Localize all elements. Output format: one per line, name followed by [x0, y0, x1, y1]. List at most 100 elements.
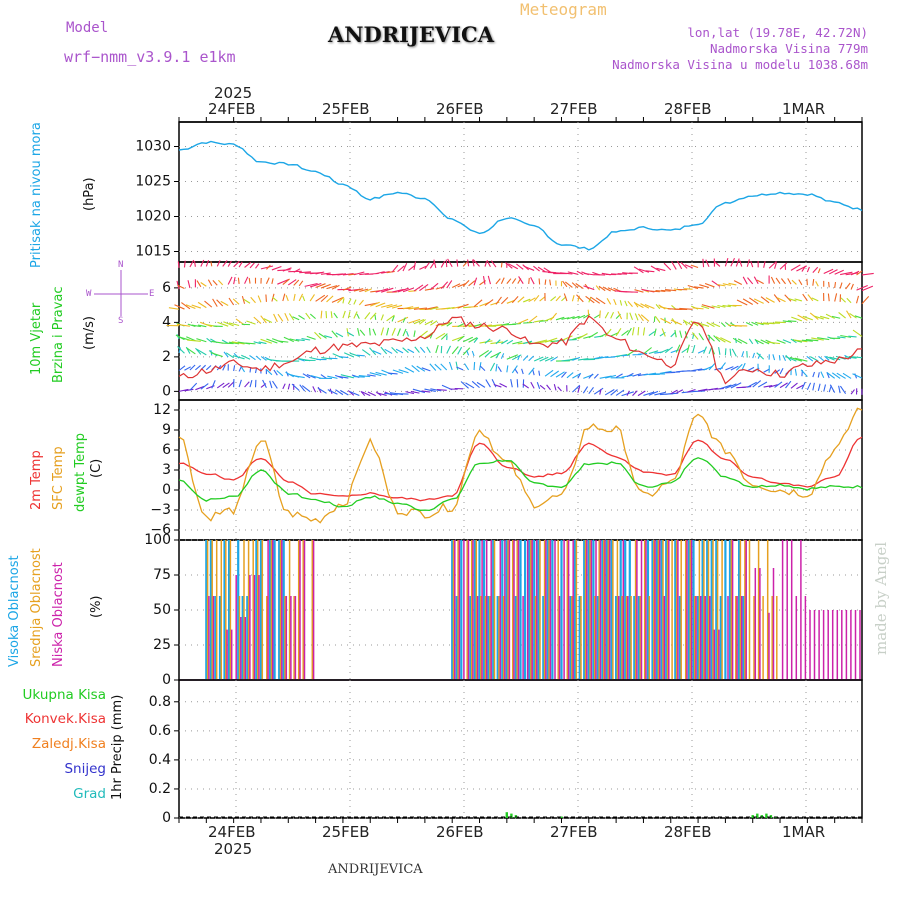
- wind-barb: [655, 289, 666, 293]
- wind-barb: [834, 293, 838, 302]
- wind-barb: [227, 260, 232, 267]
- wind-barb: [760, 339, 770, 345]
- wind-barb: [708, 346, 713, 355]
- precip-tick-label: 0: [162, 810, 171, 826]
- wind-barb: [588, 373, 594, 379]
- wind-barb: [430, 320, 438, 326]
- wind-barb: [249, 262, 255, 269]
- wind-barb: [679, 330, 683, 338]
- wind-barb: [842, 372, 852, 379]
- wind-barb: [839, 385, 847, 394]
- wind-barb: [186, 347, 196, 355]
- wind-barb: [472, 259, 475, 267]
- wind-barb: [262, 379, 267, 388]
- wind-barb: [381, 303, 393, 308]
- wind-barb: [338, 375, 349, 379]
- wind-barb: [375, 271, 385, 275]
- wind-barb: [812, 382, 815, 391]
- wind-barb: [538, 370, 541, 376]
- wind-barb: [463, 323, 474, 328]
- wind-barb: [528, 355, 534, 362]
- wind-barb: [737, 338, 748, 345]
- wind-barb: [575, 283, 584, 290]
- wind-barb: [523, 298, 531, 303]
- wind-barb: [177, 346, 185, 354]
- wind-barb: [711, 280, 721, 287]
- wind-barb: [523, 340, 533, 345]
- wind-barb: [413, 318, 425, 325]
- wind-barb: [512, 340, 523, 345]
- wind-barb: [829, 384, 836, 393]
- wind-barb: [253, 316, 262, 324]
- wind-barb: [212, 298, 218, 307]
- wind-barb: [774, 369, 781, 374]
- wind-barb: [546, 384, 551, 391]
- wind-barb: [812, 266, 819, 273]
- wind-barb: [648, 390, 659, 396]
- wind-barb: [380, 346, 388, 355]
- wind-barb: [751, 321, 759, 326]
- wind-barb: [462, 261, 468, 267]
- wind-barb: [342, 310, 346, 319]
- wind-barb: [397, 328, 401, 336]
- year-label-bottom: 2025: [214, 840, 253, 858]
- wind-barb: [747, 366, 755, 372]
- wind-barb: [419, 319, 426, 325]
- wind-barb: [265, 294, 267, 302]
- wind-barb: [440, 261, 446, 268]
- wind-barb: [495, 352, 501, 359]
- wind-barb: [302, 373, 311, 379]
- wind-barb: [309, 294, 315, 302]
- wind-barb: [536, 382, 541, 390]
- wind-barb: [791, 279, 797, 285]
- wind-barb: [725, 366, 734, 371]
- wind-barb: [818, 355, 825, 362]
- wind-barb: [369, 347, 377, 356]
- wind-barb: [484, 261, 488, 267]
- wind-barb: [301, 338, 311, 341]
- wind-barb: [698, 322, 710, 327]
- wind-barb: [731, 348, 737, 357]
- wind-barb: [408, 306, 420, 310]
- wind-barb: [479, 349, 490, 357]
- wind-barb: [789, 356, 803, 362]
- wind-barb: [408, 318, 421, 324]
- wind-barb: [528, 367, 535, 375]
- wind-barb: [532, 370, 535, 376]
- wind-barb: [817, 268, 821, 274]
- wind-barb: [460, 381, 469, 389]
- wind-barb: [850, 283, 854, 290]
- wind-barb: [228, 297, 235, 306]
- wind-barb: [679, 307, 693, 310]
- wind-barb: [260, 315, 267, 324]
- wind-barb: [266, 264, 271, 270]
- wind-barb: [289, 338, 300, 342]
- wind-barb: [692, 344, 696, 354]
- wind-barb: [364, 312, 371, 320]
- wind-barb: [225, 352, 234, 359]
- wind-barb: [244, 276, 249, 284]
- wind-barb: [782, 354, 787, 361]
- wind-barb: [539, 356, 549, 362]
- wind-barb: [562, 280, 568, 288]
- wind-barb: [637, 313, 644, 322]
- wind-barb: [784, 294, 792, 302]
- wind-barb: [577, 333, 588, 340]
- wind-barb: [811, 297, 819, 302]
- wind-barb: [457, 283, 466, 288]
- wind-barb: [255, 355, 262, 361]
- wind-barb: [594, 356, 603, 360]
- wind-barb: [335, 389, 344, 396]
- wind-barb: [397, 316, 409, 323]
- wind-barb: [327, 375, 338, 379]
- wind-barb: [850, 270, 860, 276]
- wind-barb: [826, 372, 836, 379]
- wind-barb: [555, 316, 565, 321]
- wind-barb: [397, 287, 409, 293]
- wind-barb: [794, 357, 808, 362]
- wind-barb: [720, 337, 732, 344]
- wind-barb: [342, 273, 354, 276]
- wind-barb: [572, 356, 581, 361]
- wind-barb: [293, 293, 296, 301]
- wind-barb: [500, 277, 505, 284]
